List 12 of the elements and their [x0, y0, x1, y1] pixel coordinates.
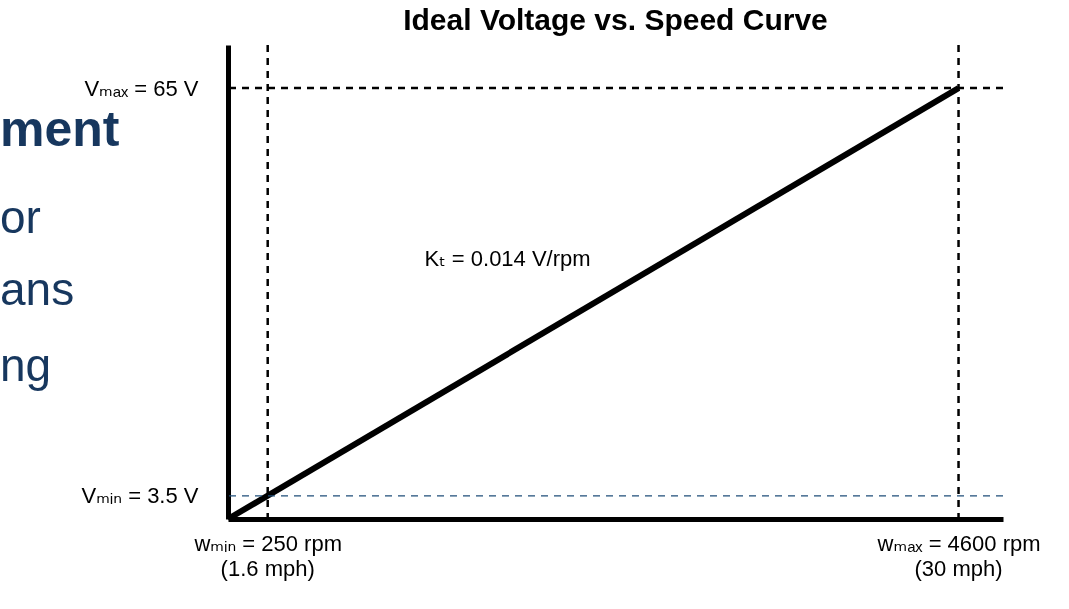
y-tick-label: Vₘᵢₙ = 3.5 V — [81, 483, 199, 509]
text: or — [0, 190, 41, 244]
text: ng — [0, 338, 52, 392]
y-tick-label: Vₘₐₓ = 65 V — [84, 75, 199, 101]
chart-title: Ideal Voltage vs. Speed Curve — [403, 2, 828, 36]
annotation: Kₜ = 0.014 V/rpm — [424, 246, 591, 272]
text: (1.6 mph) — [220, 556, 315, 581]
x-tick-label: wₘᵢₙ = 250 rpm — [193, 530, 343, 556]
text: (30 mph) — [914, 556, 1003, 581]
text: ans — [0, 262, 75, 316]
x-tick-label: wₘₐₓ = 4600 rpm — [876, 530, 1041, 556]
text: ment — [0, 100, 120, 158]
